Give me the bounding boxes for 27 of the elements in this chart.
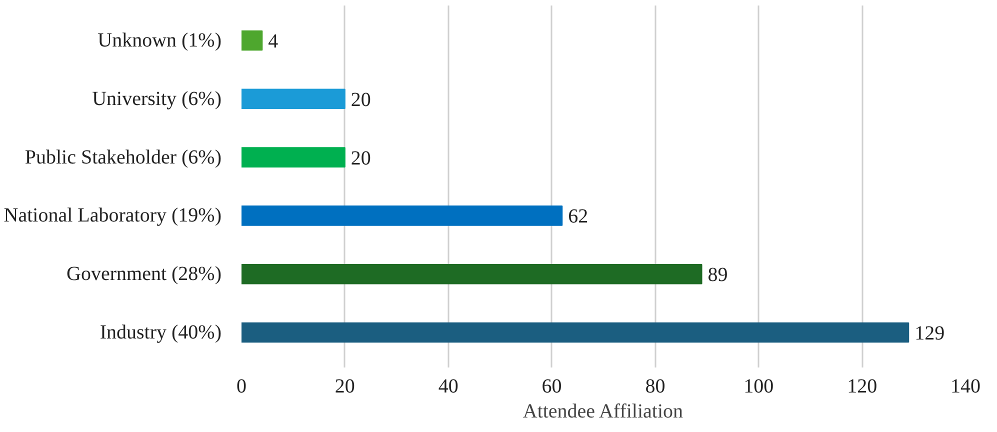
bar <box>242 88 346 110</box>
x-tick-label: 0 <box>236 376 246 398</box>
bar <box>242 206 563 226</box>
bar <box>242 30 263 51</box>
data-label: 4 <box>268 30 278 53</box>
bar <box>242 147 346 168</box>
x-tick-label: 140 <box>950 376 980 398</box>
data-label: 20 <box>350 88 371 111</box>
x-tick-label: 120 <box>847 376 878 398</box>
y-tick-label: Government (28%) <box>66 263 222 286</box>
y-tick-label: Public Stakeholder (6%) <box>24 146 222 168</box>
bar <box>242 264 702 284</box>
bar <box>242 322 910 343</box>
x-tick-label: 100 <box>744 376 774 398</box>
y-tick-label: National Laboratory (19%) <box>4 204 222 227</box>
y-tick-label: Industry (40%) <box>100 321 222 344</box>
data-label: 89 <box>708 264 728 286</box>
data-label: 129 <box>914 322 945 344</box>
x-tick-label: 40 <box>438 376 458 398</box>
x-tick-label: 80 <box>645 376 666 398</box>
y-tick-label: University (6%) <box>92 88 222 110</box>
data-label: 62 <box>568 206 588 228</box>
y-tick-label: Unknown (1%) <box>98 30 222 52</box>
x-axis-title: Attendee Affiliation <box>522 400 684 422</box>
x-tick-label: 60 <box>542 376 562 398</box>
x-tick-label: 20 <box>334 376 355 398</box>
data-label: 20 <box>350 147 371 170</box>
